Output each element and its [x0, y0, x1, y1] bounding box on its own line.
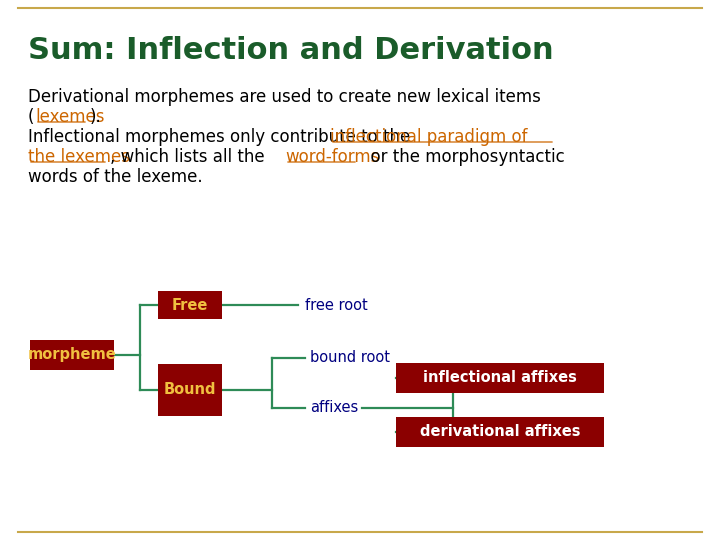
- Text: ).: ).: [90, 108, 102, 126]
- Text: lexemes: lexemes: [35, 108, 104, 126]
- Text: derivational affixes: derivational affixes: [420, 424, 580, 440]
- Text: (: (: [28, 108, 35, 126]
- Text: Sum: Inflection and Derivation: Sum: Inflection and Derivation: [28, 36, 554, 65]
- Text: bound root: bound root: [310, 350, 390, 366]
- FancyBboxPatch shape: [158, 291, 222, 319]
- Text: Derivational morphemes are used to create new lexical items: Derivational morphemes are used to creat…: [28, 88, 541, 106]
- Text: inflectional paradigm of: inflectional paradigm of: [330, 128, 528, 146]
- Text: morpheme: morpheme: [27, 348, 117, 362]
- Text: words of the lexeme.: words of the lexeme.: [28, 168, 202, 186]
- FancyBboxPatch shape: [396, 363, 604, 393]
- Text: , which lists all the: , which lists all the: [110, 148, 270, 166]
- Text: Bound: Bound: [163, 382, 216, 397]
- Text: free root: free root: [305, 298, 368, 313]
- Text: Free: Free: [172, 298, 208, 313]
- FancyBboxPatch shape: [30, 340, 114, 370]
- Text: affixes: affixes: [310, 401, 359, 415]
- Text: or the morphosyntactic: or the morphosyntactic: [360, 148, 564, 166]
- FancyBboxPatch shape: [158, 364, 222, 416]
- Text: the lexemes: the lexemes: [28, 148, 130, 166]
- Text: word-forms: word-forms: [285, 148, 379, 166]
- FancyBboxPatch shape: [396, 417, 604, 447]
- Text: Inflectional morphemes only contribute to the: Inflectional morphemes only contribute t…: [28, 128, 415, 146]
- Text: inflectional affixes: inflectional affixes: [423, 370, 577, 386]
